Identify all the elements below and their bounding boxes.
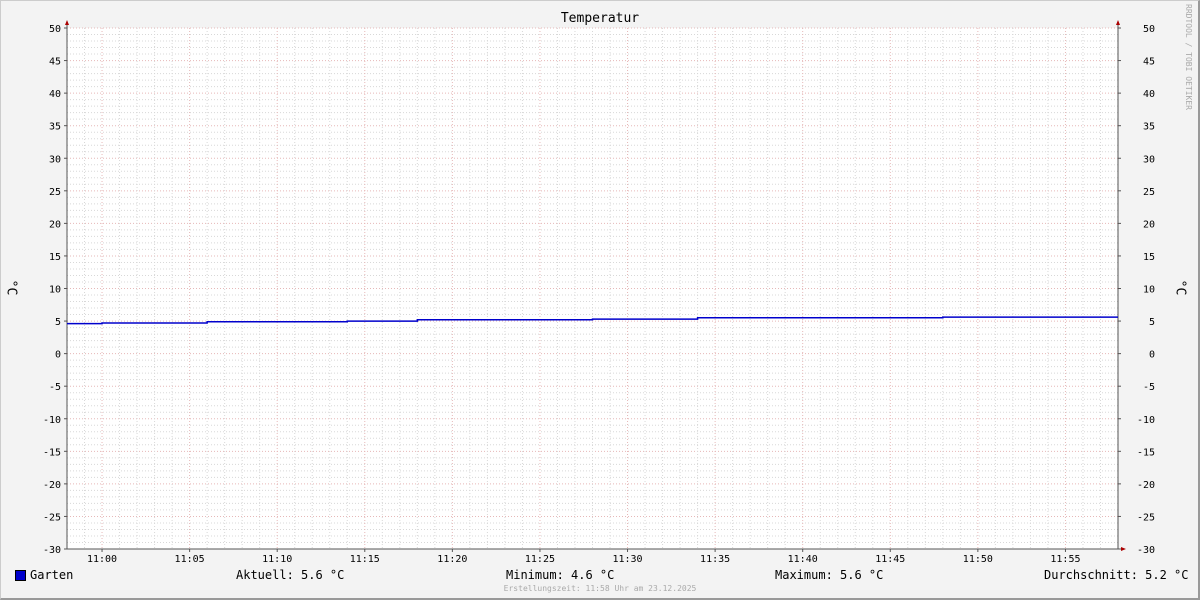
y-tick-label-left: 0 <box>55 350 61 361</box>
y-axis-label-left: °C <box>3 279 19 296</box>
x-tick-label: 11:35 <box>700 554 730 565</box>
x-tick-label: 11:50 <box>963 554 993 565</box>
x-tick-label: 11:30 <box>612 554 642 565</box>
watermark: RRDTOOL / TOBI OETIKER <box>1184 4 1193 110</box>
x-tick-label: 11:25 <box>525 554 555 565</box>
y-tick-label-left: 15 <box>49 252 61 263</box>
legend-minimum: Minimum: 4.6 °C <box>506 568 615 582</box>
y-tick-label-left: 30 <box>49 154 61 165</box>
y-tick-label-right: 40 <box>1143 89 1155 100</box>
x-tick-label: 11:40 <box>788 554 818 565</box>
y-tick-label-right: 30 <box>1143 154 1155 165</box>
y-tick-label-left: -5 <box>49 382 61 393</box>
y-tick-label-right: 5 <box>1149 317 1155 328</box>
y-tick-label-right: 10 <box>1143 285 1155 296</box>
y-tick-label-left: 50 <box>49 24 61 35</box>
x-tick-label: 11:20 <box>437 554 467 565</box>
y-tick-label-left: -25 <box>43 512 61 523</box>
legend-aktuell: Aktuell: 5.6 °C <box>236 568 345 582</box>
y-tick-label-right: -20 <box>1137 480 1155 491</box>
y-tick-label-left: -20 <box>43 480 61 491</box>
x-tick-label: 11:45 <box>875 554 905 565</box>
y-tick-label-right: -15 <box>1137 447 1155 458</box>
legend-durchschnitt: Durchschnitt: 5.2 °C <box>1044 568 1189 582</box>
y-axis-label-right: °C <box>1172 279 1188 296</box>
y-tick-label-right: -5 <box>1143 382 1155 393</box>
y-tick-label-right: 45 <box>1143 57 1155 68</box>
y-tick-label-left: 35 <box>49 122 61 133</box>
y-tick-label-right: 35 <box>1143 122 1155 133</box>
y-tick-label-left: 5 <box>55 317 61 328</box>
axis-arrow-icon <box>1116 20 1120 25</box>
y-tick-label-right: -10 <box>1137 415 1155 426</box>
x-tick-label: 11:05 <box>175 554 205 565</box>
legend-series-name: Garten <box>30 568 74 582</box>
x-tick-label: 11:15 <box>350 554 380 565</box>
y-tick-label-right: 20 <box>1143 219 1155 230</box>
y-tick-label-left: 10 <box>49 285 61 296</box>
footer-timestamp: Erstellungszeit: 11:58 Uhr am 23.12.2025 <box>503 584 697 593</box>
y-tick-label-left: 20 <box>49 219 61 230</box>
legend-swatch-garten <box>15 570 26 581</box>
y-tick-label-right: 50 <box>1143 24 1155 35</box>
x-tick-label: 11:55 <box>1050 554 1080 565</box>
legend-maximum: Maximum: 5.6 °C <box>775 568 884 582</box>
y-tick-label-left: 45 <box>49 57 61 68</box>
y-tick-label-right: 25 <box>1143 187 1155 198</box>
y-tick-label-right: 0 <box>1149 350 1155 361</box>
y-tick-label-right: -25 <box>1137 512 1155 523</box>
series-line-garten <box>67 316 1118 325</box>
axis-arrow-icon <box>65 20 69 25</box>
x-tick-label: 11:00 <box>87 554 117 565</box>
y-tick-label-left: -15 <box>43 447 61 458</box>
y-tick-label-left: -10 <box>43 415 61 426</box>
x-tick-label: 11:10 <box>262 554 292 565</box>
y-tick-label-right: 15 <box>1143 252 1155 263</box>
axis-arrow-icon <box>1121 547 1126 551</box>
y-tick-label-left: 25 <box>49 187 61 198</box>
y-tick-label-left: 40 <box>49 89 61 100</box>
chart-title: Temperatur <box>560 11 640 26</box>
y-tick-label-right: -30 <box>1137 545 1155 556</box>
y-tick-label-left: -30 <box>43 545 61 556</box>
